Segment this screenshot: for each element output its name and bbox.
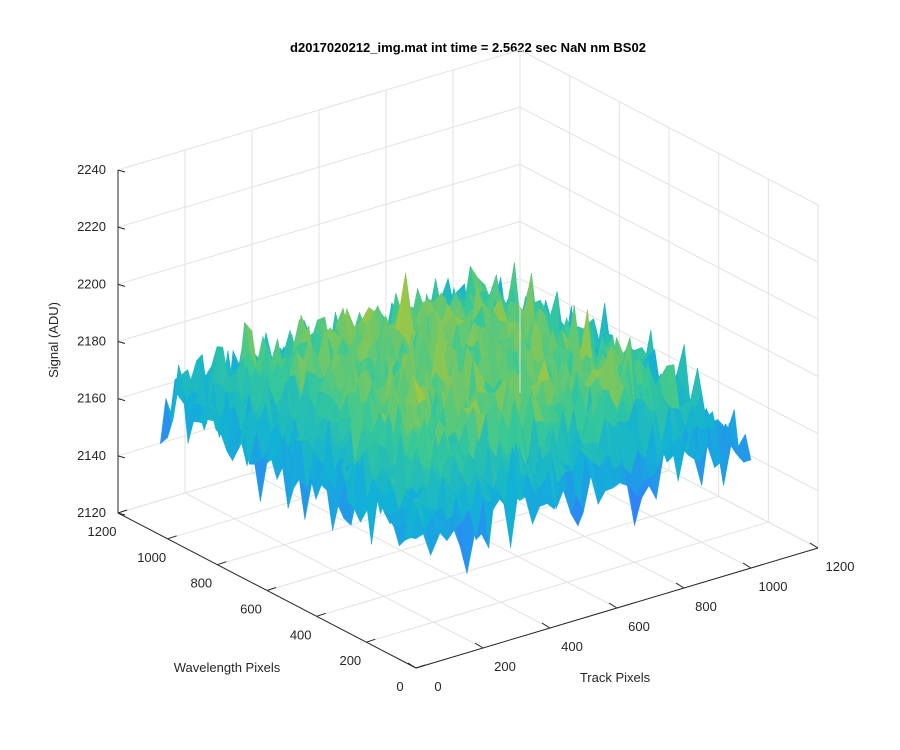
x-tick-label: 400	[561, 639, 583, 654]
x-axis-label: Track Pixels	[580, 670, 651, 685]
z-tick	[117, 226, 126, 230]
gridline-z-back	[117, 221, 521, 342]
surface-patch	[410, 509, 424, 540]
y-tick	[266, 587, 277, 591]
x-tick-label: 200	[494, 659, 516, 674]
gridline-y-floor	[316, 495, 719, 617]
z-tick-label: 2160	[77, 391, 106, 406]
z-axis-label: Signal (ADU)	[46, 302, 61, 378]
y-tick-label: 600	[240, 602, 262, 617]
gridline-z-side	[519, 49, 819, 206]
z-tick-label: 2200	[77, 276, 106, 291]
x-tick	[608, 602, 618, 609]
gridline-z-side	[519, 221, 819, 377]
gridline-z-side	[519, 278, 819, 435]
x-tick-label: 1000	[759, 579, 788, 594]
x-tick	[407, 662, 417, 669]
y-tick	[415, 664, 426, 669]
x-tick-label: 0	[434, 679, 441, 694]
z-tick	[117, 169, 126, 173]
x-tick	[742, 562, 752, 569]
gridline-z-back	[117, 49, 521, 171]
gridline-z-back	[117, 106, 521, 228]
z-tick	[117, 283, 126, 287]
y-tick	[217, 561, 227, 566]
x-tick	[474, 642, 484, 649]
y-tick-label: 200	[339, 653, 361, 668]
x-tick	[675, 582, 685, 589]
z-tick	[117, 512, 126, 516]
y-tick	[366, 638, 376, 643]
z-tick-label: 2220	[77, 219, 106, 234]
y-tick-label: 800	[190, 576, 212, 591]
y-tick	[316, 612, 326, 617]
x-tick-label: 600	[628, 619, 650, 634]
x-tick-label: 1200	[826, 559, 855, 574]
chart-title: d2017020212_img.mat int time = 2.5622 se…	[290, 40, 646, 55]
x-tick	[809, 542, 819, 549]
x-tick-label: 800	[695, 599, 717, 614]
z-tick	[117, 341, 126, 344]
z-tick	[117, 455, 126, 459]
z-tick-label: 2120	[77, 505, 106, 520]
y-tick-label: 400	[290, 627, 312, 642]
y-tick	[117, 509, 128, 514]
z-tick-label: 2240	[77, 162, 106, 177]
z-tick-label: 2140	[77, 448, 106, 463]
gridline-z-side	[519, 106, 819, 263]
x-tick	[541, 622, 551, 629]
tick-labels: 0 200 400 600 800 1000 1200 0 200 400 600 800 1000 12…	[77, 162, 854, 694]
z-tick	[117, 398, 126, 402]
y-tick-label: 1200	[88, 524, 117, 539]
surface	[159, 262, 752, 574]
y-tick	[167, 535, 177, 540]
y-tick-label: 0	[396, 679, 403, 694]
gridline-z-back	[117, 163, 521, 285]
gridline-z-side	[519, 163, 819, 320]
z-tick-label: 2180	[77, 334, 106, 349]
y-axis-label: Wavelength Pixels	[174, 660, 281, 675]
y-tick-label: 1000	[137, 550, 166, 565]
gridline-y-floor	[366, 521, 769, 643]
